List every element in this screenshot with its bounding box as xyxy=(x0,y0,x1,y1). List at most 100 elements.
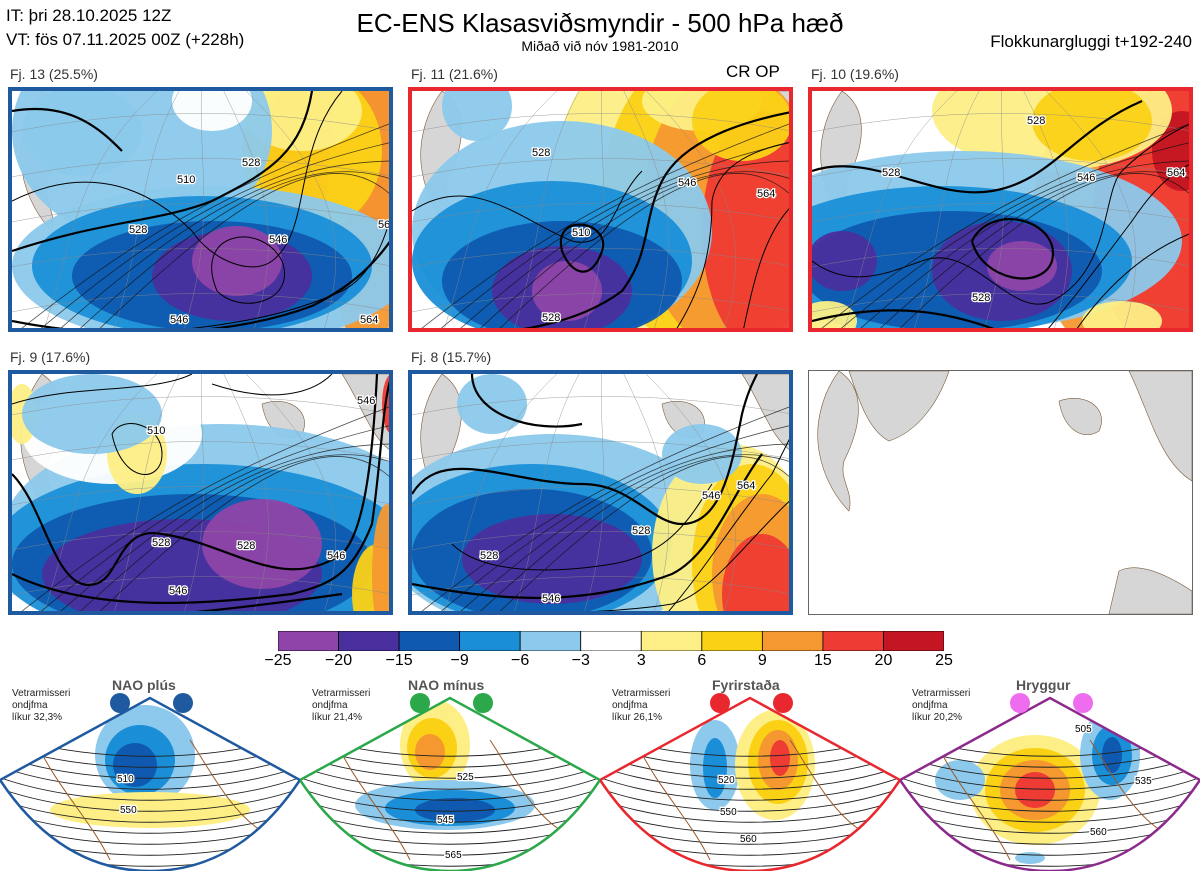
contour-label: 528 xyxy=(480,550,498,562)
meridian xyxy=(984,91,1004,328)
height-contour xyxy=(40,425,389,611)
coastline xyxy=(39,739,261,861)
regime-note: Vetrarmisseri ondjfma líkur 32,3% xyxy=(12,688,71,723)
height-contour xyxy=(440,425,789,611)
anomaly-area xyxy=(1082,301,1162,328)
colorbar-ticks: −25 −20 −15 −9 −6 −3 3 6 9 15 20 25 xyxy=(0,652,1200,674)
colorbar-swatch xyxy=(278,631,339,651)
meridian xyxy=(514,374,580,611)
colorbar-tick-label: −6 xyxy=(511,652,530,669)
parallel xyxy=(812,248,1189,268)
contour-label: 510 xyxy=(572,227,590,239)
height-contour xyxy=(12,108,123,152)
meridian xyxy=(1045,91,1136,328)
anomaly-area xyxy=(50,792,250,828)
contour-label: 564 xyxy=(737,480,755,492)
height-contour xyxy=(99,456,389,611)
regime-ridge: 505 535 560 Vetrarmisseri ondjfma líkur 20,2… xyxy=(900,677,1200,871)
anomaly-area xyxy=(1015,772,1055,808)
contour-label: 546 xyxy=(678,177,696,189)
page-title: EC-ENS Klasasviðsmyndir - 500 hPa hæð xyxy=(356,8,844,38)
contour-label: 546 xyxy=(327,550,345,562)
anomaly-area xyxy=(703,738,727,798)
contour-label: 528 xyxy=(237,540,255,552)
regime-dot xyxy=(773,693,793,713)
contour-label: 528 xyxy=(152,537,170,549)
height-contour xyxy=(0,762,300,790)
height-contour xyxy=(480,171,789,328)
contour-label: 546 xyxy=(542,593,560,605)
meridian xyxy=(114,91,180,328)
anomaly-area xyxy=(192,226,282,296)
height-contour xyxy=(899,173,1189,328)
colorbar-tick-label: 15 xyxy=(814,652,832,669)
land-mass xyxy=(341,374,389,450)
land-mass xyxy=(817,371,859,512)
height-contour xyxy=(600,762,900,790)
height-contour xyxy=(499,173,789,328)
regime-dot xyxy=(710,693,730,713)
meridian xyxy=(444,374,558,611)
contour-label: 546 xyxy=(1077,172,1095,184)
parallel xyxy=(812,293,1189,313)
parallel xyxy=(12,531,389,551)
meridian xyxy=(584,91,604,328)
height-contour xyxy=(840,142,1189,328)
panel-label-3: Fj. 10 (19.6%) xyxy=(811,66,899,82)
regime-fan: 520 550 560 xyxy=(600,693,900,871)
anomaly-area xyxy=(415,798,495,822)
height-contour xyxy=(412,453,763,600)
parallel xyxy=(412,293,789,313)
contour-label: 525 xyxy=(457,772,474,783)
parallel xyxy=(412,531,789,551)
contour-label: 560 xyxy=(740,834,757,845)
land-mass xyxy=(1128,371,1192,482)
height-contour xyxy=(211,374,333,396)
colorbar-swatch xyxy=(580,631,642,651)
height-contour xyxy=(880,171,1189,328)
colorbar-swatch xyxy=(459,631,521,651)
height-contour xyxy=(440,142,789,328)
regime-note: Vetrarmisseri ondjfma líkur 20,2% xyxy=(912,688,971,723)
anomaly-area xyxy=(415,734,445,770)
parallel xyxy=(812,203,1189,223)
anomaly-area xyxy=(372,504,389,611)
height-contour xyxy=(421,123,789,328)
height-contour xyxy=(111,423,163,475)
colorbar-swatch xyxy=(519,631,582,651)
meridian xyxy=(44,374,158,611)
coastline xyxy=(339,739,561,861)
height-contour xyxy=(499,456,789,611)
coastline xyxy=(639,739,861,861)
height-contour xyxy=(12,380,389,605)
anomaly-map: 510 528 528 546 546 564 564 xyxy=(12,91,393,328)
height-contour xyxy=(60,160,389,328)
height-contour xyxy=(821,123,1189,328)
height-contour xyxy=(812,309,995,328)
regime-name: NAO plús xyxy=(112,677,176,693)
height-contour xyxy=(900,795,1200,823)
empty-map-canvas xyxy=(817,371,1192,614)
height-contour xyxy=(743,208,789,328)
colorbar-swatch xyxy=(701,631,763,651)
parallel xyxy=(12,293,389,313)
contour-label: 528 xyxy=(242,157,260,169)
height-contour xyxy=(595,500,789,611)
height-contour xyxy=(600,773,900,801)
anomaly-area xyxy=(1015,852,1045,864)
height-contour xyxy=(12,91,314,253)
anomaly-area xyxy=(987,241,1057,291)
regime-name: Hryggur xyxy=(1016,677,1071,693)
colorbar-tick-label: 20 xyxy=(874,652,893,669)
panel-label-2: Fj. 11 (21.6%) xyxy=(411,66,498,82)
height-contour xyxy=(900,784,1200,812)
meridian xyxy=(623,374,669,611)
regime-dot xyxy=(1010,693,1030,713)
contour-label: 564 xyxy=(378,219,393,231)
parallel xyxy=(12,396,389,416)
anomaly-map: 528 528 528 546 564 xyxy=(812,91,1189,328)
meridian xyxy=(245,91,336,328)
regime-dot xyxy=(410,693,430,713)
regime-name: Fyrirstaða xyxy=(712,677,780,693)
height-contour xyxy=(0,795,300,823)
